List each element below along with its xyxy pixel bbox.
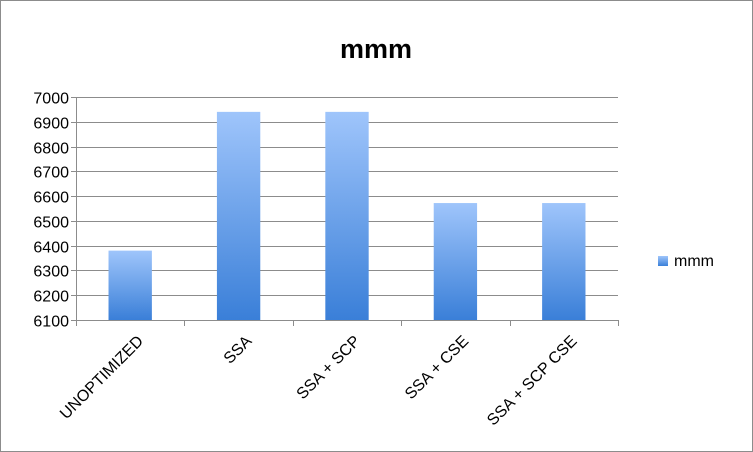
y-tick-label: 6400	[33, 240, 69, 257]
y-tick-label: 7000	[33, 91, 69, 108]
y-tick-label: 6300	[33, 264, 69, 281]
y-tick-label: 6100	[33, 314, 69, 331]
bar-ssa-scp-cse	[542, 203, 586, 320]
bar-ssa	[216, 111, 261, 320]
legend-swatch	[658, 256, 668, 266]
legend: mmm	[658, 253, 714, 270]
y-tick-label: 6500	[33, 215, 69, 232]
chart-title: mmm	[340, 34, 412, 64]
bar-unoptimized	[108, 250, 152, 320]
x-tick-label: SSA + SCP CSE	[484, 333, 580, 429]
bar-ssa-cse	[433, 203, 478, 320]
bar-layer	[108, 111, 586, 320]
y-tick-label: 6800	[33, 141, 69, 158]
y-tick-label: 6900	[33, 116, 69, 133]
x-tick-label: SSA + SCP	[294, 333, 364, 403]
x-tick-label: SSA + CSE	[402, 333, 472, 403]
y-tick-label: 6700	[33, 165, 69, 182]
x-tick-label: UNOPTIMIZED	[57, 333, 147, 423]
y-tick-label: 6600	[33, 190, 69, 207]
y-tick-label: 6200	[33, 289, 69, 306]
bar-ssa-scp	[325, 111, 369, 320]
legend-label: mmm	[674, 253, 714, 270]
x-tick-label: SSA	[221, 333, 256, 368]
axis-layer	[71, 97, 619, 326]
